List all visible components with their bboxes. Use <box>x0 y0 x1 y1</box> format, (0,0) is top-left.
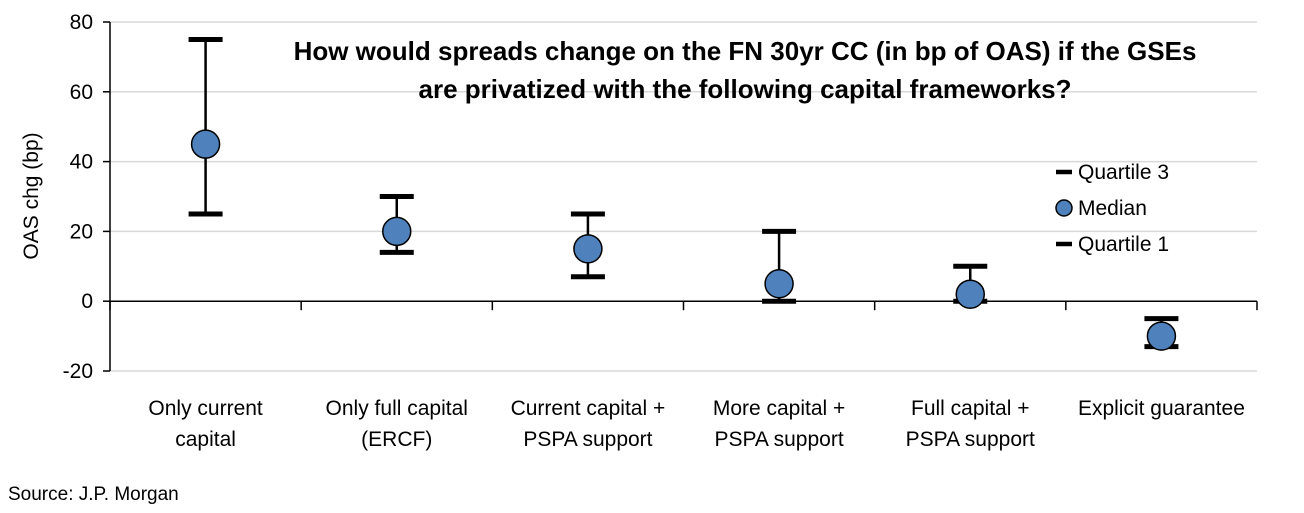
data-marks <box>188 36 1179 351</box>
median-marker <box>382 216 412 247</box>
x-category-label: Full capital + PSPA support <box>906 397 1035 451</box>
y-tick-label: 80 <box>70 11 93 34</box>
median-marker <box>955 279 985 309</box>
median-marker <box>764 269 794 299</box>
y-tick-label: 20 <box>70 220 93 243</box>
x-category-label: Only full capital (ERCF) <box>326 397 468 451</box>
legend-label: Quartile 1 <box>1078 233 1169 256</box>
chart-title-line-1: How would spreads change on the FN 30yr … <box>294 36 1197 66</box>
median-marker <box>573 234 603 264</box>
y-tick-label: 60 <box>70 81 93 104</box>
chart-title-line-2: are privatized with the following capita… <box>418 74 1071 104</box>
median-marker <box>1146 321 1177 351</box>
x-category-label: Only current capital <box>148 397 263 451</box>
legend-label: Quartile 3 <box>1078 161 1169 184</box>
source-note: Source: J.P. Morgan <box>8 484 179 505</box>
legend: Quartile 3 Median Quartile 1 <box>1055 161 1169 256</box>
legend-median-marker <box>1055 199 1073 217</box>
y-tick-label: -20 <box>63 360 93 383</box>
axes: -20 0 20 40 60 80 Only current capital Only full… <box>63 11 1258 451</box>
median-marker <box>190 129 221 159</box>
gridlines <box>110 21 1257 372</box>
y-tick-label: 40 <box>70 151 93 174</box>
x-category-label: Explicit guarantee <box>1078 397 1245 420</box>
y-axis-label: OAS chg (bp) <box>20 132 43 259</box>
legend-label: Median <box>1078 197 1147 220</box>
x-category-label: Current capital + PSPA support <box>511 397 666 451</box>
y-tick-label: 0 <box>81 290 93 313</box>
x-category-label: More capital + PSPA support <box>713 397 845 451</box>
